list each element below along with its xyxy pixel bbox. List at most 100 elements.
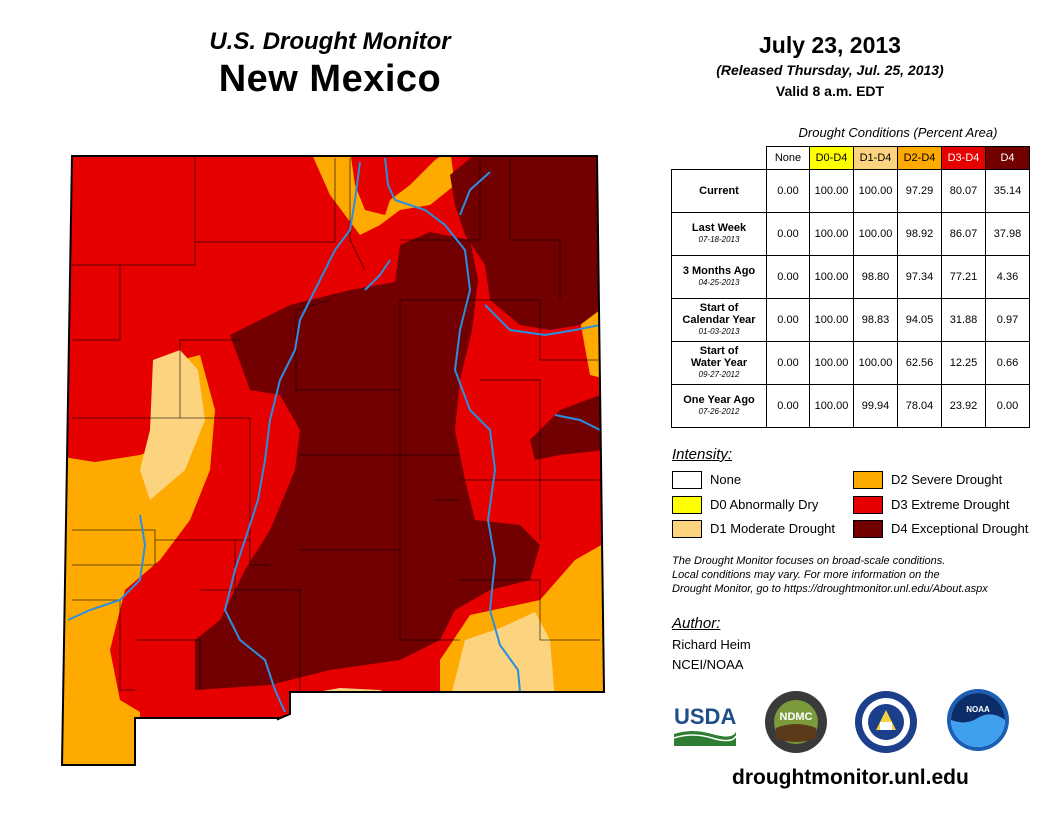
legend-swatch <box>672 520 702 538</box>
table-body: Current 0.00 100.00 100.00 97.29 80.07 35.14 La… <box>671 169 1030 428</box>
table-row: One Year Ago 07-26-2012 0.00 100.00 99.94 78.… <box>671 384 1030 428</box>
table-cell: 62.56 <box>897 341 942 385</box>
chama-river <box>384 157 396 201</box>
legend-swatch <box>853 471 883 489</box>
legend-label: None <box>710 472 742 487</box>
table-cell: 94.05 <box>897 298 942 342</box>
legend-label: D0 Abnormally Dry <box>710 497 819 512</box>
canadian-river <box>459 171 491 216</box>
row-label-line1: 3 Months Ago <box>682 265 756 277</box>
rivers <box>67 157 601 713</box>
row-label: Start of Calendar Year 01-03-2013 <box>671 298 767 342</box>
legend-title: Intensity: <box>672 446 733 463</box>
column-header-3: D2-D4 <box>897 146 942 170</box>
table-cell: 0.97 <box>985 298 1030 342</box>
table-cell: 0.66 <box>985 341 1030 385</box>
san-juan-tributary <box>364 259 391 291</box>
ndmc-logo[interactable]: NDMC <box>764 690 828 754</box>
map-subtitle: U.S. Drought Monitor <box>209 28 451 55</box>
county-boundaries <box>72 158 600 691</box>
table-cell: 100.00 <box>853 341 898 385</box>
table-cell: 86.07 <box>941 212 986 256</box>
table-row: Start of Calendar Year 01-03-2013 0.00 100.0… <box>671 298 1030 342</box>
commerce-seal-logo[interactable] <box>854 690 918 754</box>
d4-region-main <box>195 232 540 690</box>
canadian-river-east <box>484 304 601 337</box>
table-row: Start of Water Year 09-27-2012 0.00 100.00 10… <box>671 341 1030 385</box>
table-cell: 98.92 <box>897 212 942 256</box>
table-cell: 31.88 <box>941 298 986 342</box>
noaa-logo[interactable]: NOAA <box>946 688 1010 752</box>
column-header-2: D1-D4 <box>853 146 898 170</box>
table-caption: Drought Conditions (Percent Area) <box>798 125 998 140</box>
row-label-line2: Calendar Year <box>682 314 756 326</box>
table-cell: 100.00 <box>809 298 854 342</box>
ndmc-logo-text: NDMC <box>780 711 813 723</box>
row-label-line1: Last Week <box>691 222 747 234</box>
legend-item: D4 Exceptional Drought <box>853 520 1043 538</box>
d1-region-southeast <box>450 612 555 700</box>
noaa-logo-text: NOAA <box>966 705 990 714</box>
table-row: Current 0.00 100.00 100.00 97.29 80.07 35.14 <box>671 169 1030 213</box>
row-date: 01-03-2013 <box>698 327 740 336</box>
title-block: U.S. Drought Monitor New Mexico <box>130 28 530 101</box>
note-line-3[interactable]: Drought Monitor, go to https://droughtmo… <box>672 583 988 595</box>
state-title: New Mexico <box>218 58 442 100</box>
drought-stats-table: None D0-D4 D1-D4 D2-D4 D3-D4 D4 Current 0.00 10… <box>671 146 1030 428</box>
column-header-0: None <box>766 146 810 170</box>
legend-label: D3 Extreme Drought <box>891 497 1010 512</box>
author-name: Richard Heim <box>672 637 751 652</box>
table-cell: 100.00 <box>809 384 854 428</box>
table-corner <box>672 147 767 170</box>
legend-item: None <box>672 471 862 489</box>
usda-logo-text: USDA <box>674 704 736 729</box>
row-label: Last Week 07-18-2013 <box>671 212 767 256</box>
row-date: 07-18-2013 <box>698 235 740 244</box>
table-cell: 98.83 <box>853 298 898 342</box>
table-row: Last Week 07-18-2013 0.00 100.00 100.00 98.92… <box>671 212 1030 256</box>
table-cell: 0.00 <box>766 298 810 342</box>
d2-region-north <box>310 156 455 235</box>
website-link[interactable]: droughtmonitor.unl.edu <box>732 766 969 789</box>
table-cell: 100.00 <box>809 212 854 256</box>
table-cell: 4.36 <box>985 255 1030 299</box>
pecos-river <box>394 199 521 693</box>
legend-item: D3 Extreme Drought <box>853 496 1043 514</box>
row-label: Current <box>671 169 767 213</box>
gila-river <box>67 514 147 621</box>
table-cell: 100.00 <box>853 169 898 213</box>
table-cell: 0.00 <box>985 384 1030 428</box>
legend-label: D4 Exceptional Drought <box>891 521 1029 536</box>
note-line-1: The Drought Monitor focuses on broad-sca… <box>672 555 946 567</box>
legend-swatch <box>672 496 702 514</box>
table-cell: 98.80 <box>853 255 898 299</box>
author-org: NCEI/NOAA <box>672 657 744 672</box>
legend-item: D0 Abnormally Dry <box>672 496 862 514</box>
table-cell: 0.00 <box>766 341 810 385</box>
legend-swatch <box>853 520 883 538</box>
state-outline <box>60 155 606 766</box>
row-label-line1: Start of <box>699 345 739 357</box>
row-label: 3 Months Ago 04-25-2013 <box>671 255 767 299</box>
row-label-line1: Current <box>699 185 739 197</box>
table-row: 3 Months Ago 04-25-2013 0.00 100.00 98.80 97.… <box>671 255 1030 299</box>
column-header-4: D3-D4 <box>941 146 986 170</box>
row-label: One Year Ago 07-26-2012 <box>671 384 767 428</box>
table-cell: 0.00 <box>766 384 810 428</box>
row-date: 09-27-2012 <box>698 370 740 379</box>
table-cell: 97.29 <box>897 169 942 213</box>
table-cell: 97.34 <box>897 255 942 299</box>
legend-swatch <box>853 496 883 514</box>
author-heading: Author: <box>672 615 721 632</box>
table-cell: 0.00 <box>766 255 810 299</box>
table-cell: 0.00 <box>766 169 810 213</box>
release-date: (Released Thursday, Jul. 25, 2013) <box>716 62 944 78</box>
valid-time: Valid 8 a.m. EDT <box>775 83 885 99</box>
legend-label: D1 Moderate Drought <box>710 521 836 536</box>
table-cell: 0.00 <box>766 212 810 256</box>
drought-map <box>60 155 606 766</box>
row-date: 07-26-2012 <box>698 407 740 416</box>
usda-logo[interactable]: USDA <box>672 700 737 748</box>
table-cell: 23.92 <box>941 384 986 428</box>
table-cell: 100.00 <box>809 255 854 299</box>
